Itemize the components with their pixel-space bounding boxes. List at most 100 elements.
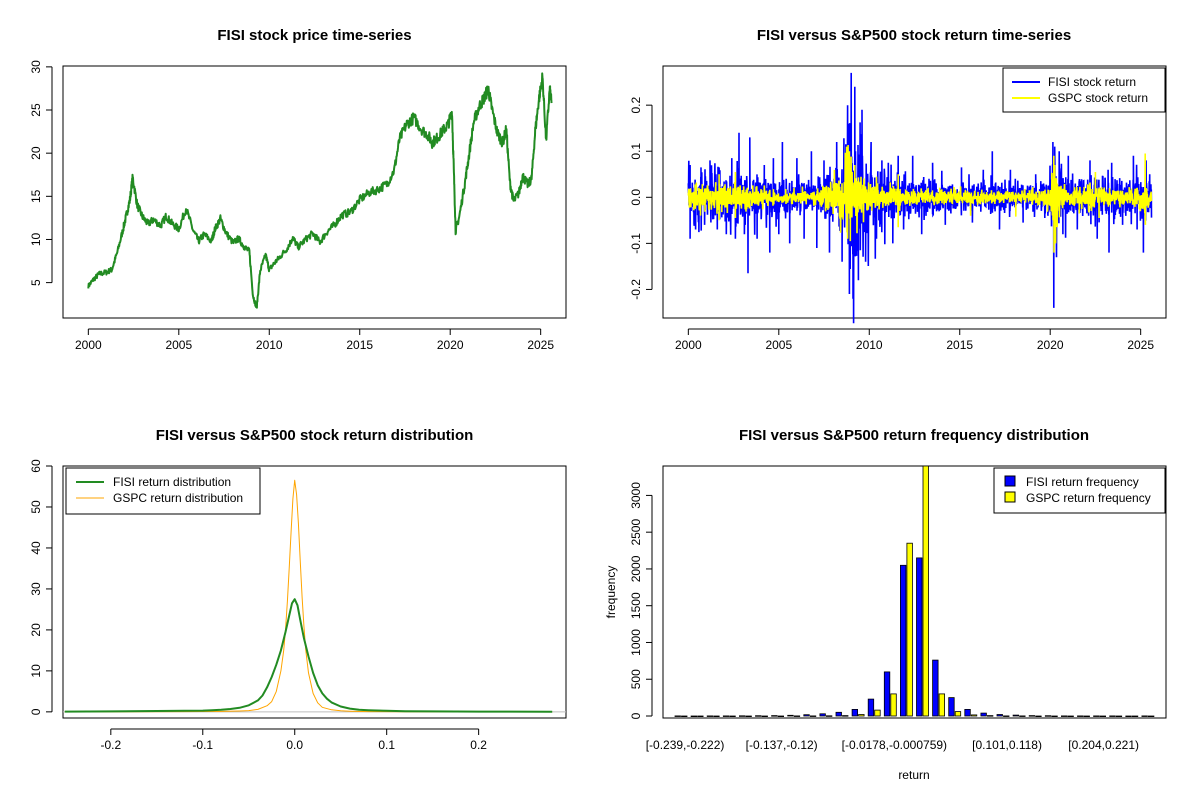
density-plot-frame bbox=[62, 465, 567, 719]
density-panel: FISI versus S&P500 stock return distribu… bbox=[29, 427, 567, 752]
returns-x-tick-label: 2020 bbox=[1037, 338, 1064, 352]
hist-bar-gspc bbox=[1099, 715, 1106, 718]
hist-panel: FISI versus S&P500 return frequency dist… bbox=[604, 427, 1167, 782]
hist-bar-fisi bbox=[835, 711, 842, 717]
hist-bar-fisi bbox=[771, 715, 778, 717]
hist-bar-fisi bbox=[883, 671, 891, 717]
returns-y-tick-label: -0.1 bbox=[629, 233, 643, 254]
density-x-tick-label: 0.2 bbox=[470, 738, 487, 752]
hist-bar-gspc bbox=[1003, 715, 1010, 717]
hist-bar-gspc bbox=[1035, 715, 1042, 718]
hist-y-tick-label: 0 bbox=[629, 712, 643, 719]
hist-bar-gspc bbox=[922, 465, 929, 717]
returns-x-tick-label: 2025 bbox=[1127, 338, 1154, 352]
hist-bar-fisi bbox=[1077, 715, 1084, 717]
hist-bar-fisi bbox=[722, 715, 730, 717]
hist-bar-fisi bbox=[1061, 715, 1068, 717]
hist-bar-gspc bbox=[1115, 715, 1123, 718]
hist-bar-gspc bbox=[874, 709, 881, 717]
density-x-tick-label: -0.1 bbox=[192, 738, 213, 752]
hist-legend-swatch-fisi bbox=[1004, 475, 1016, 487]
hist-legend: FISI return frequency GSPC return freque… bbox=[993, 467, 1166, 514]
density-legend: FISI return distribution GSPC return dis… bbox=[65, 467, 261, 515]
hist-bar-fisi bbox=[964, 709, 971, 717]
density-y-tick-label: 10 bbox=[29, 664, 43, 678]
density-legend-box bbox=[65, 467, 261, 515]
hist-bar-gspc bbox=[987, 715, 994, 717]
price-y-tick-label: 25 bbox=[29, 103, 43, 117]
hist-bar-gspc bbox=[858, 714, 865, 717]
hist-bar-gspc bbox=[1051, 715, 1058, 718]
hist-legend-label-fisi: FISI return frequency bbox=[1026, 475, 1139, 489]
hist-bar-gspc bbox=[793, 715, 801, 717]
hist-y-tick-label: 2000 bbox=[629, 555, 643, 582]
hist-bar-gspc bbox=[697, 715, 704, 718]
density-x-tick-label: 0.0 bbox=[286, 738, 303, 752]
density-y-tick-label: 20 bbox=[29, 623, 43, 637]
hist-bar-gspc bbox=[713, 715, 720, 718]
hist-bar-gspc bbox=[729, 715, 736, 718]
hist-bar-fisi bbox=[755, 715, 762, 717]
price-y-tick-label: 10 bbox=[29, 232, 43, 246]
hist-bar-gspc bbox=[938, 693, 945, 717]
density-series-fisi-line bbox=[64, 598, 553, 713]
price-y-tick-label: 20 bbox=[29, 146, 43, 160]
hist-bar-gspc bbox=[745, 715, 752, 718]
price-x-tick-label: 2000 bbox=[75, 338, 102, 352]
hist-bar-gspc bbox=[842, 715, 849, 717]
returns-x-tick-label: 2000 bbox=[675, 338, 702, 352]
hist-bar-fisi bbox=[690, 715, 697, 718]
density-y-tick-label: 60 bbox=[29, 459, 43, 473]
price-panel: FISI stock price time-series 2000 2005 201… bbox=[29, 27, 567, 352]
hist-y-tick-label: 1000 bbox=[629, 629, 643, 656]
hist-bar-gspc bbox=[761, 715, 768, 718]
hist-bar-gspc bbox=[681, 715, 688, 718]
price-x-tick-label: 2015 bbox=[346, 338, 373, 352]
hist-y-tick-label: 2500 bbox=[629, 519, 643, 546]
density-x-tick-label: -0.2 bbox=[100, 738, 121, 752]
density-legend-label-gspc: GSPC return distribution bbox=[113, 491, 243, 505]
hist-bar-fisi bbox=[1028, 715, 1036, 717]
density-title: FISI versus S&P500 stock return distribu… bbox=[156, 427, 474, 444]
density-y-tick-label: 50 bbox=[29, 500, 43, 514]
hist-y-tick-label: 500 bbox=[629, 669, 643, 689]
hist-bar-gspc bbox=[1083, 715, 1090, 718]
hist-plot-frame bbox=[662, 465, 1167, 719]
density-y-tick-label: 40 bbox=[29, 541, 43, 555]
price-series-line bbox=[87, 72, 553, 309]
hist-bar-fisi bbox=[1044, 715, 1052, 717]
price-y-tick-label: 15 bbox=[29, 189, 43, 203]
hist-bar-fisi bbox=[674, 715, 681, 717]
price-x-tick-label: 2010 bbox=[256, 338, 283, 352]
returns-legend-label-fisi: FISI stock return bbox=[1048, 75, 1136, 89]
hist-y-tick-label: 3000 bbox=[629, 482, 643, 509]
density-series-gspc-line bbox=[64, 479, 553, 713]
hist-bar-fisi bbox=[1125, 715, 1132, 718]
hist-bar-fisi bbox=[867, 698, 875, 717]
hist-bar-fisi bbox=[851, 709, 858, 717]
returns-x-tick-label: 2015 bbox=[946, 338, 973, 352]
returns-title: FISI versus S&P500 stock return time-ser… bbox=[757, 27, 1071, 44]
hist-bar-fisi bbox=[980, 712, 987, 717]
hist-bar-fisi bbox=[819, 713, 826, 717]
hist-bar-gspc bbox=[1148, 715, 1155, 718]
hist-bar-fisi bbox=[1093, 715, 1100, 717]
returns-series-gspc-line bbox=[687, 144, 1153, 253]
hist-bar-gspc bbox=[1131, 715, 1139, 718]
price-title: FISI stock price time-series bbox=[217, 27, 411, 44]
hist-bar-gspc bbox=[809, 715, 817, 717]
hist-bar-fisi bbox=[706, 715, 714, 717]
returns-y-tick-label: -0.2 bbox=[629, 279, 643, 300]
hist-bar-gspc bbox=[970, 714, 978, 717]
hist-bar-fisi bbox=[739, 715, 746, 717]
hist-ylabel: frequency bbox=[604, 566, 618, 619]
price-x-tick-label: 2005 bbox=[165, 338, 192, 352]
hist-x-tick-label: [0.101,0.118) bbox=[972, 738, 1042, 752]
hist-bar-gspc bbox=[954, 711, 962, 717]
hist-bar-gspc bbox=[777, 715, 784, 718]
hist-y-tick-label: 1500 bbox=[629, 592, 643, 619]
hist-bar-fisi bbox=[1141, 715, 1148, 717]
hist-x-tick-label: [0.204,0.221) bbox=[1068, 738, 1139, 752]
hist-x-tick-label: [-0.239,-0.222) bbox=[646, 738, 725, 752]
